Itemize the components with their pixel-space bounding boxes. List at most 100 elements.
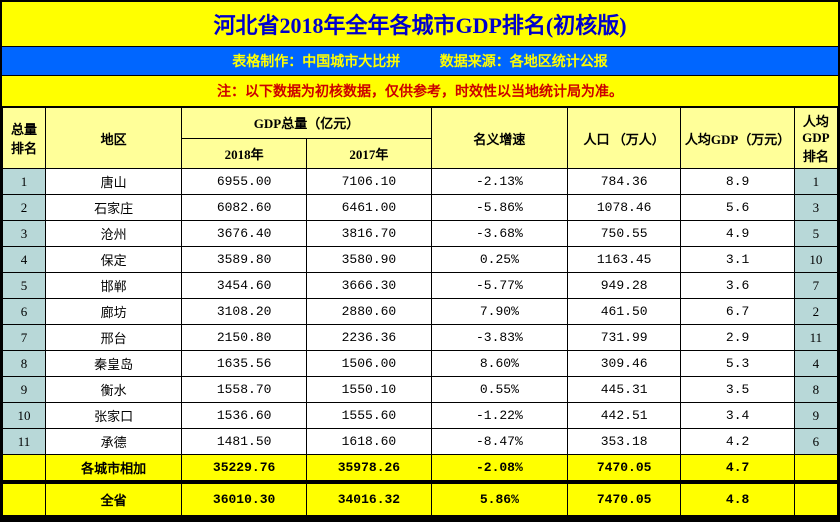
cell-pop: 731.99	[567, 325, 680, 351]
cell-gdp-2017: 35978.26	[307, 455, 432, 483]
cell-rank: 6	[3, 299, 46, 325]
table-row: 7邢台2150.802236.36-3.83%731.992.911	[3, 325, 838, 351]
cell-gdp-2018: 3589.80	[182, 247, 307, 273]
cell-gdp-2017: 6461.00	[307, 195, 432, 221]
cell-pcrank: 1	[794, 169, 837, 195]
cell-rank: 1	[3, 169, 46, 195]
cell-rank: 4	[3, 247, 46, 273]
cell-pcgdp: 2.9	[681, 325, 794, 351]
cell-region: 承德	[46, 429, 182, 455]
th-growth: 名义增速	[431, 108, 567, 169]
cell-rank: 9	[3, 377, 46, 403]
th-pop: 人口 （万人）	[567, 108, 680, 169]
cell-gdp-2018: 3454.60	[182, 273, 307, 299]
cell-gdp-2018: 35229.76	[182, 455, 307, 483]
subtitle-bar: 表格制作：中国城市大比拼 数据来源：各地区统计公报	[2, 47, 838, 76]
cell-gdp-2018: 2150.80	[182, 325, 307, 351]
cell-pop: 1163.45	[567, 247, 680, 273]
cell-pcrank: 6	[794, 429, 837, 455]
th-gdp-2018: 2018年	[182, 138, 307, 169]
cell-pcgdp: 3.1	[681, 247, 794, 273]
table-row: 8秦皇岛1635.561506.008.60%309.465.34	[3, 351, 838, 377]
cell-gdp-2018: 1481.50	[182, 429, 307, 455]
cell-growth: 0.25%	[431, 247, 567, 273]
cell-pcrank: 3	[794, 195, 837, 221]
cell-region: 衡水	[46, 377, 182, 403]
cell-gdp-2018: 6082.60	[182, 195, 307, 221]
cell-growth: 0.55%	[431, 377, 567, 403]
cell-pop: 309.46	[567, 351, 680, 377]
table-row: 11承德1481.501618.60-8.47%353.184.26	[3, 429, 838, 455]
cell-growth: -2.08%	[431, 455, 567, 483]
cell-pcrank	[794, 482, 837, 516]
cell-growth: -5.77%	[431, 273, 567, 299]
cell-pcgdp: 4.2	[681, 429, 794, 455]
cell-growth: 8.60%	[431, 351, 567, 377]
cell-region: 唐山	[46, 169, 182, 195]
table-row: 3沧州3676.403816.70-3.68%750.554.95	[3, 221, 838, 247]
table-row: 10张家口1536.601555.60-1.22%442.513.49	[3, 403, 838, 429]
table-row: 9衡水1558.701550.100.55%445.313.58	[3, 377, 838, 403]
cell-pop: 7470.05	[567, 482, 680, 516]
cell-gdp-2017: 3816.70	[307, 221, 432, 247]
cell-pop: 750.55	[567, 221, 680, 247]
cell-growth: -2.13%	[431, 169, 567, 195]
cell-pcgdp: 6.7	[681, 299, 794, 325]
cell-pcgdp: 3.4	[681, 403, 794, 429]
table-body: 1唐山6955.007106.10-2.13%784.368.912石家庄608…	[3, 169, 838, 516]
cell-pop: 1078.46	[567, 195, 680, 221]
cell-pcgdp: 4.8	[681, 482, 794, 516]
cell-sum-label: 各城市相加	[46, 455, 182, 483]
cell-rank	[3, 482, 46, 516]
cell-rank: 8	[3, 351, 46, 377]
cell-gdp-2018: 1558.70	[182, 377, 307, 403]
cell-gdp-2017: 1555.60	[307, 403, 432, 429]
subtitle-maker: 表格制作：中国城市大比拼	[232, 55, 400, 70]
cell-pcgdp: 3.6	[681, 273, 794, 299]
cell-pcgdp: 5.3	[681, 351, 794, 377]
main-title: 河北省2018年全年各城市GDP排名(初核版)	[2, 2, 838, 47]
cell-gdp-2018: 1536.60	[182, 403, 307, 429]
cell-region: 邢台	[46, 325, 182, 351]
cell-growth: -3.68%	[431, 221, 567, 247]
cell-total-label: 全省	[46, 482, 182, 516]
table-row: 4保定3589.803580.900.25%1163.453.110	[3, 247, 838, 273]
cell-region: 秦皇岛	[46, 351, 182, 377]
cell-pcgdp: 8.9	[681, 169, 794, 195]
table-row: 1唐山6955.007106.10-2.13%784.368.91	[3, 169, 838, 195]
cell-gdp-2018: 6955.00	[182, 169, 307, 195]
cell-region: 石家庄	[46, 195, 182, 221]
cell-pcrank: 11	[794, 325, 837, 351]
cell-pop: 949.28	[567, 273, 680, 299]
cell-growth: 5.86%	[431, 482, 567, 516]
cell-growth: -1.22%	[431, 403, 567, 429]
total-row: 全省36010.3034016.325.86%7470.054.8	[3, 482, 838, 516]
cell-growth: -5.86%	[431, 195, 567, 221]
cell-gdp-2018: 3108.20	[182, 299, 307, 325]
cell-gdp-2018: 36010.30	[182, 482, 307, 516]
cell-pcrank: 5	[794, 221, 837, 247]
th-pcrank: 人均GDP排名	[794, 108, 837, 169]
cell-growth: -8.47%	[431, 429, 567, 455]
th-region: 地区	[46, 108, 182, 169]
cell-pop: 784.36	[567, 169, 680, 195]
sum-row: 各城市相加35229.7635978.26-2.08%7470.054.7	[3, 455, 838, 483]
cell-gdp-2017: 1618.60	[307, 429, 432, 455]
cell-pop: 461.50	[567, 299, 680, 325]
cell-rank: 11	[3, 429, 46, 455]
cell-pcrank: 10	[794, 247, 837, 273]
table-row: 2石家庄6082.606461.00-5.86%1078.465.63	[3, 195, 838, 221]
cell-pcrank: 2	[794, 299, 837, 325]
cell-pop: 7470.05	[567, 455, 680, 483]
th-gdp-total: GDP总量（亿元）	[182, 108, 432, 139]
table-row: 6廊坊3108.202880.607.90%461.506.72	[3, 299, 838, 325]
data-table: 总量排名 地区 GDP总量（亿元） 名义增速 人口 （万人） 人均GDP（万元）…	[2, 107, 838, 516]
cell-pcrank: 7	[794, 273, 837, 299]
cell-gdp-2018: 3676.40	[182, 221, 307, 247]
cell-region: 邯郸	[46, 273, 182, 299]
cell-rank: 10	[3, 403, 46, 429]
subtitle-source: 数据来源：各地区统计公报	[440, 55, 608, 70]
cell-region: 沧州	[46, 221, 182, 247]
th-rank: 总量排名	[3, 108, 46, 169]
cell-gdp-2018: 1635.56	[182, 351, 307, 377]
